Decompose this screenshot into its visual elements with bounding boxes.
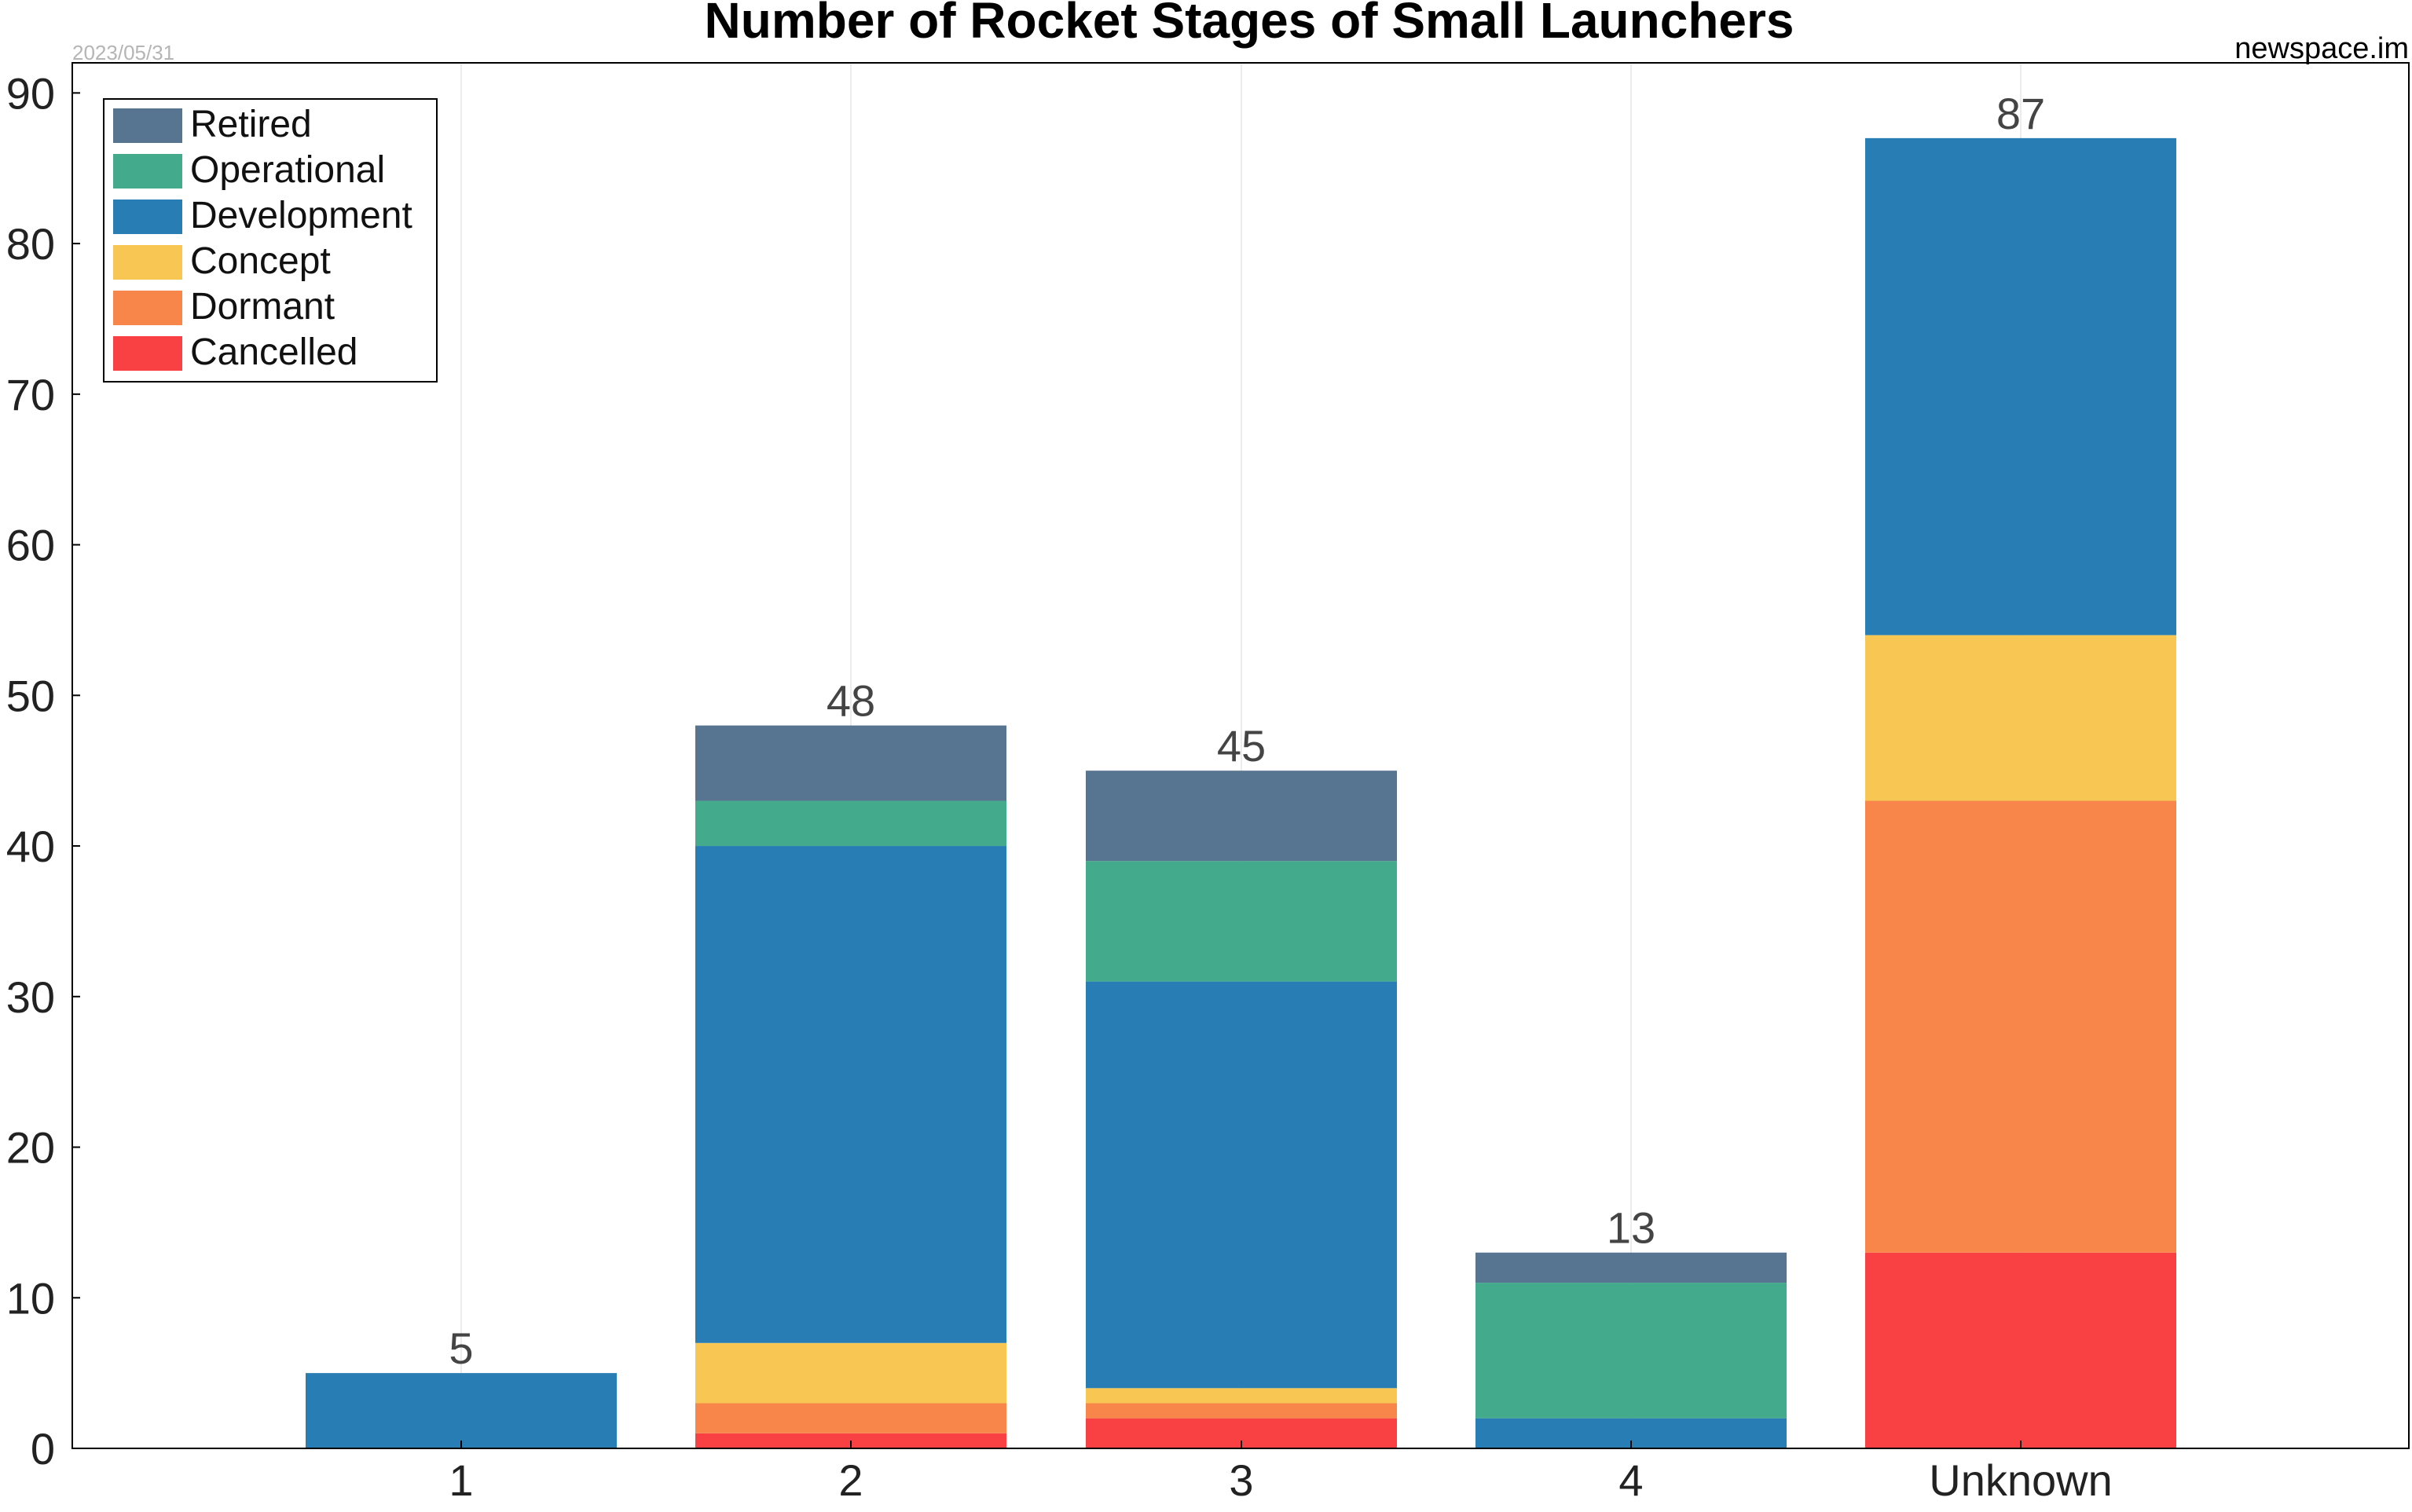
bar-dormant-2 — [695, 1403, 1006, 1433]
legend-label-concept: Concept — [190, 240, 331, 282]
legend-box — [103, 98, 438, 383]
x-tick-label-unknown: Unknown — [1929, 1455, 2112, 1505]
legend: RetiredOperationalDevelopmentConceptDorm… — [103, 98, 438, 383]
legend-swatch-concept — [113, 245, 182, 280]
legend-label-cancelled: Cancelled — [190, 331, 357, 373]
y-tick-label-40: 40 — [6, 822, 55, 871]
y-tick-label-20: 20 — [6, 1123, 55, 1173]
bar-totals: 5 48 45 13 87 — [449, 89, 2045, 1373]
y-tick-label-50: 50 — [6, 671, 55, 720]
bar-development-1 — [306, 1373, 617, 1448]
legend-label-development: Development — [190, 195, 412, 236]
bar-retired-4 — [1475, 1252, 1787, 1283]
chart-title: Number of Rocket Stages of Small Launche… — [705, 0, 1794, 49]
chart-source: newspace.im — [2234, 32, 2409, 65]
bar-retired-3 — [1086, 771, 1397, 862]
x-tick-label-3: 3 — [1229, 1455, 1253, 1505]
bar-operational-2 — [695, 800, 1006, 847]
legend-swatch-retired — [113, 108, 182, 143]
legend-label-operational: Operational — [190, 149, 385, 191]
legend-swatch-development — [113, 200, 182, 234]
legend-label-dormant: Dormant — [190, 286, 335, 328]
bar-development-3 — [1086, 981, 1397, 1389]
x-tick-label-2: 2 — [838, 1455, 863, 1505]
y-tick-label-80: 80 — [6, 219, 55, 269]
legend-label-retired: Retired — [190, 104, 312, 145]
total-label-3: 45 — [1217, 721, 1266, 771]
chart-date: 2023/05/31 — [72, 41, 174, 64]
bar-operational-4 — [1475, 1283, 1787, 1419]
bar-dormant-3 — [1086, 1403, 1397, 1419]
bar-concept-unknown — [1865, 635, 2176, 801]
total-label-2: 48 — [827, 676, 875, 726]
bar-dormant-unknown — [1865, 800, 2176, 1253]
total-label-unknown: 87 — [1996, 89, 2045, 138]
bar-development-2 — [695, 846, 1006, 1343]
y-tick-label-90: 90 — [6, 68, 55, 118]
legend-swatch-cancelled — [113, 336, 182, 371]
y-tick-label-30: 30 — [6, 972, 55, 1022]
y-tick-label-10: 10 — [6, 1273, 55, 1323]
bar-retired-2 — [695, 725, 1006, 801]
bar-cancelled-unknown — [1865, 1252, 2176, 1448]
x-tick-label-1: 1 — [449, 1455, 473, 1505]
y-tick-label-0: 0 — [31, 1424, 55, 1474]
bar-operational-3 — [1086, 861, 1397, 982]
bars — [306, 137, 2176, 1448]
x-tick-label-4: 4 — [1618, 1455, 1643, 1505]
total-label-1: 5 — [449, 1323, 473, 1373]
bar-concept-3 — [1086, 1388, 1397, 1404]
y-tick-label-60: 60 — [6, 521, 55, 570]
bar-concept-2 — [695, 1342, 1006, 1404]
axes: 0 10 20 30 40 50 60 70 80 90 1 2 3 4 Unknown — [6, 62, 2410, 1505]
bar-development-unknown — [1865, 137, 2176, 635]
y-tick-label-70: 70 — [6, 370, 55, 419]
legend-swatch-dormant — [113, 291, 182, 325]
total-label-4: 13 — [1607, 1203, 1655, 1253]
legend-swatch-operational — [113, 154, 182, 189]
